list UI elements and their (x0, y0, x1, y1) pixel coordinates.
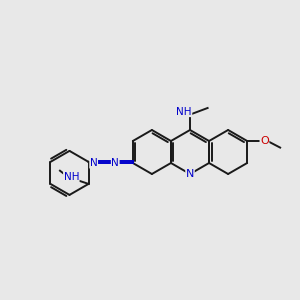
Text: NH: NH (64, 172, 79, 182)
Text: NH: NH (176, 106, 192, 117)
Text: N: N (90, 158, 98, 168)
Text: N: N (186, 169, 194, 179)
Text: N: N (111, 158, 119, 168)
Text: O: O (260, 136, 269, 146)
